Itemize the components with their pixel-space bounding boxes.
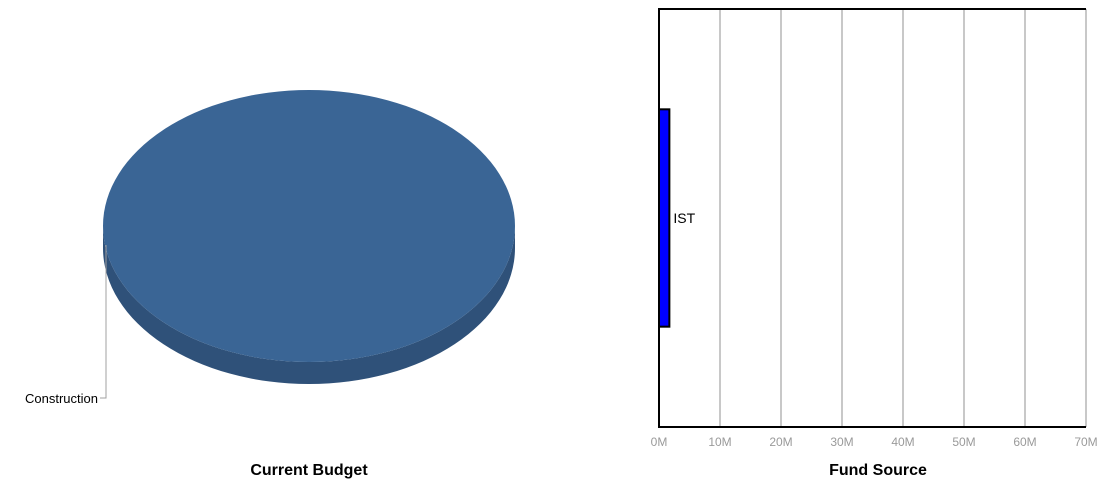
bar-chart-title: Fund Source — [829, 462, 927, 479]
bar-gridlines — [719, 9, 1087, 427]
pie-leader-line — [100, 245, 107, 399]
bar-x-tick-label: 20M — [769, 435, 792, 449]
bar-x-tick-label: 40M — [891, 435, 914, 449]
pie-slice-label: Construction — [25, 391, 98, 406]
pie-chart: Construction Current Budget — [25, 90, 515, 479]
pie-slice-construction[interactable] — [103, 90, 515, 362]
bar-x-tick-label: 70M — [1074, 435, 1097, 449]
bar-ist[interactable] — [658, 108, 671, 328]
bar-x-tick-label: 0M — [651, 435, 668, 449]
bar-category-label: IST — [673, 210, 695, 226]
bar-x-tick-labels: 0M 10M 20M 30M 40M 50M 60M 70M — [651, 435, 1098, 449]
pie-chart-title: Current Budget — [250, 462, 368, 479]
bar-series: IST — [658, 108, 696, 328]
pie-slice-side[interactable] — [103, 226, 515, 384]
bar-x-tick-label: 60M — [1013, 435, 1036, 449]
bar-x-tick-label: 10M — [708, 435, 731, 449]
bar-x-tick-label: 50M — [952, 435, 975, 449]
bar-x-tick-label: 30M — [830, 435, 853, 449]
bar-chart: 0M 10M 20M 30M 40M 50M 60M 70M IST Fund Source — [651, 8, 1098, 479]
